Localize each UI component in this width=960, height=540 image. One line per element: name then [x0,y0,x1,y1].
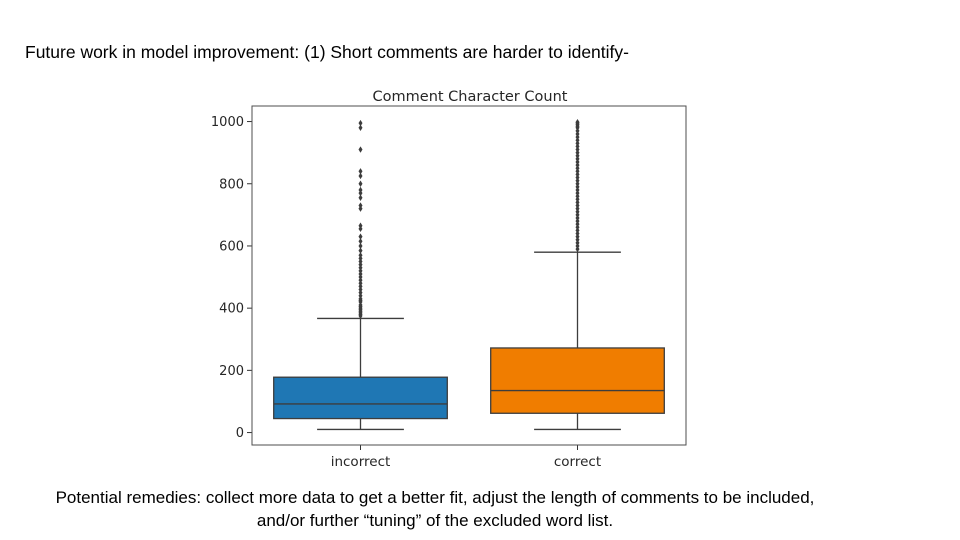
outlier-point [358,242,363,250]
plot-frame [251,105,687,446]
outlier-point [358,119,363,127]
outlier-point [358,247,363,254]
outlier-point [358,180,363,187]
box-correct [490,347,665,414]
outlier-point [358,233,363,240]
outlier-point [358,238,363,245]
outlier-point [358,168,363,175]
outlier-point [358,146,363,153]
y-tick-label: 600 [219,239,244,254]
y-tick-label: 0 [236,426,244,441]
outlier-point [358,124,363,131]
y-tick-label: 400 [219,302,244,317]
outlier-point [358,202,363,209]
x-tick-label-correct: correct [554,454,601,469]
plot-area: 0 200 400 600 800 1000 incorrect correct [211,105,687,469]
outlier-point [358,172,363,180]
outlier-point [575,118,580,126]
outlier-point [358,222,363,229]
remedies-line-2: and/or further “tuning” of the excluded … [256,511,614,530]
boxplot-chart: Comment Character Count 0 200 400 600 800 100… [211,89,687,469]
chart-title: Comment Character Count [373,89,568,105]
y-tick-label: 200 [219,364,244,379]
slide-heading: Future work in model improvement: (1) Sh… [25,42,629,62]
outlier-point [358,186,363,194]
outlier-point [358,194,363,201]
outlier-point [358,252,363,259]
remedies-text: Potential remedies: collect more data to… [0,486,870,532]
y-tick-label: 800 [219,177,244,192]
y-tick-label: 1000 [211,115,244,130]
remedies-line-1: Potential remedies: collect more data to… [55,488,815,507]
box-incorrect [273,376,448,420]
x-tick-label-incorrect: incorrect [331,454,391,469]
